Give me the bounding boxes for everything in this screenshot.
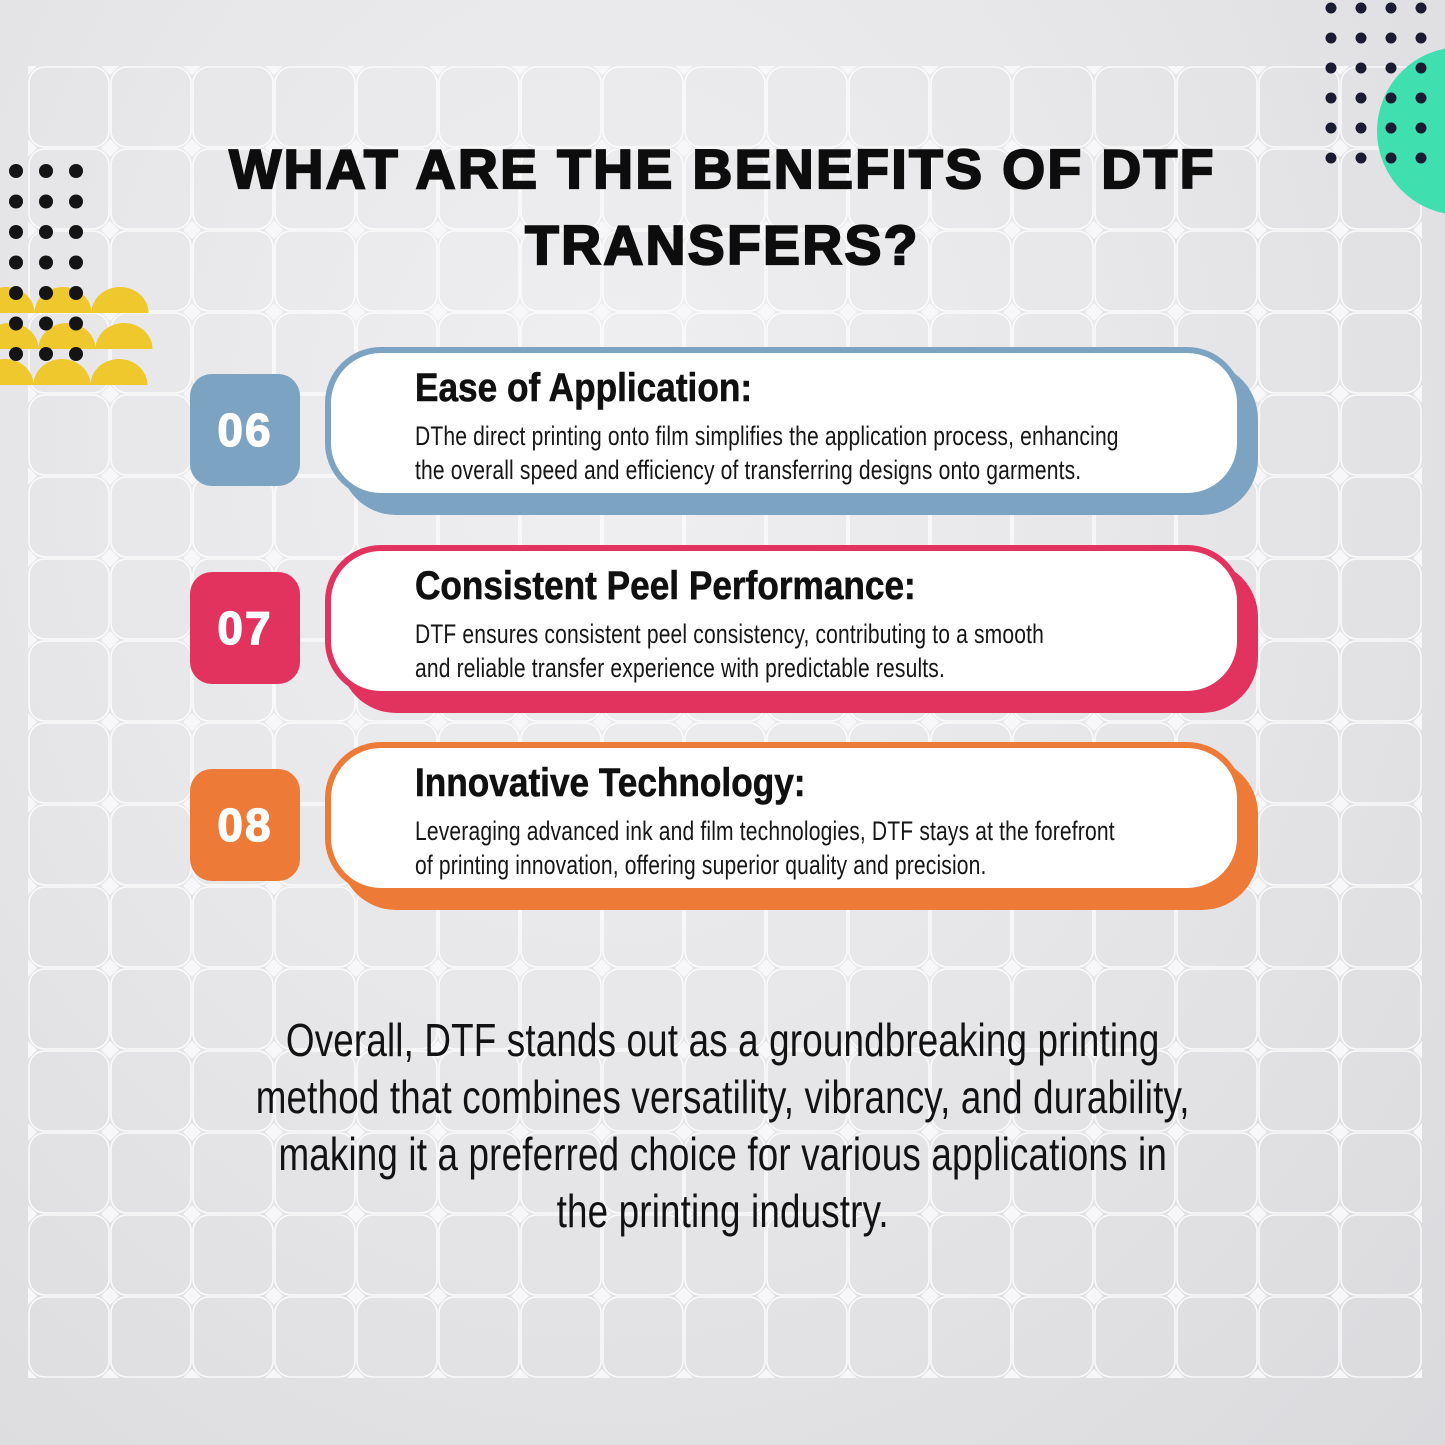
dots-pattern-left bbox=[9, 164, 83, 361]
page-title-text: WHAT ARE THE BENEFITS OF DTF TRANSFERS? bbox=[228, 137, 1216, 277]
closing-paragraph-text: Overall, DTF stands out as a groundbreak… bbox=[255, 1014, 1190, 1238]
card-body: DThe direct printing onto film simplifie… bbox=[415, 421, 1119, 486]
benefit-card-08: Innovative Technology: Leveraging advanc… bbox=[325, 742, 1243, 894]
card-body: DTF ensures consistent peel consistency,… bbox=[415, 619, 1044, 684]
number-badge-06: 06 bbox=[190, 374, 300, 486]
card-title: Ease of Application: bbox=[415, 366, 753, 411]
card-title: Innovative Technology: bbox=[415, 761, 806, 806]
page-title: WHAT ARE THE BENEFITS OF DTF TRANSFERS? bbox=[0, 132, 1445, 284]
number-badge-07: 07 bbox=[190, 572, 300, 684]
benefit-card-06: Ease of Application: DThe direct printin… bbox=[325, 347, 1243, 499]
closing-paragraph: Overall, DTF stands out as a groundbreak… bbox=[0, 1012, 1445, 1240]
background-grid bbox=[28, 66, 1422, 1378]
card-body: Leveraging advanced ink and film technol… bbox=[415, 816, 1115, 881]
number-badge-08: 08 bbox=[190, 769, 300, 881]
yellow-scallops-decoration bbox=[0, 287, 153, 385]
dots-pattern-top-right bbox=[1325, 2, 1427, 164]
card-title: Consistent Peel Performance: bbox=[415, 564, 916, 609]
benefit-card-07: Consistent Peel Performance: DTF ensures… bbox=[325, 545, 1243, 697]
